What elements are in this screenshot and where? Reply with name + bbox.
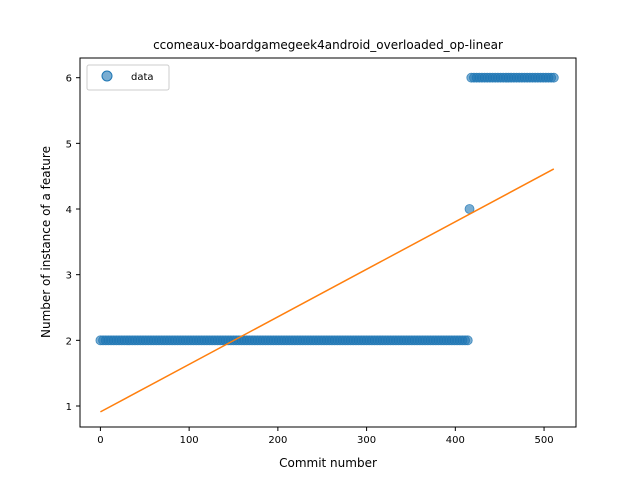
x-axis: 0 100 200 300 400 500 xyxy=(97,427,554,446)
x-tick-label: 200 xyxy=(268,435,287,446)
x-tick-label: 400 xyxy=(446,435,465,446)
x-tick-label: 0 xyxy=(97,435,103,446)
legend-label: data xyxy=(131,72,154,83)
y-axis: 1 2 3 4 5 6 xyxy=(66,74,80,413)
x-tick-label: 300 xyxy=(357,435,376,446)
y-tick-label: 1 xyxy=(66,402,72,413)
y-tick-label: 2 xyxy=(66,336,72,347)
legend-marker xyxy=(101,70,113,82)
x-tick-label: 500 xyxy=(535,435,554,446)
chart-title: ccomeaux-boardgamegeek4android_overloade… xyxy=(153,38,503,52)
y-axis-label: Number of instance of a feature xyxy=(39,146,53,338)
y-tick-label: 3 xyxy=(66,271,72,282)
y-tick-label: 5 xyxy=(66,139,72,150)
data-point xyxy=(548,72,559,83)
plot-area xyxy=(95,72,559,413)
axes-frame xyxy=(79,57,577,428)
fit-line xyxy=(100,168,555,413)
legend: data xyxy=(86,64,170,91)
x-axis-label: Commit number xyxy=(279,456,377,470)
y-tick-label: 6 xyxy=(66,74,72,85)
x-tick-label: 100 xyxy=(180,435,199,446)
data-point xyxy=(462,335,473,346)
legend-box xyxy=(86,64,170,91)
y-tick-label: 4 xyxy=(66,205,72,216)
